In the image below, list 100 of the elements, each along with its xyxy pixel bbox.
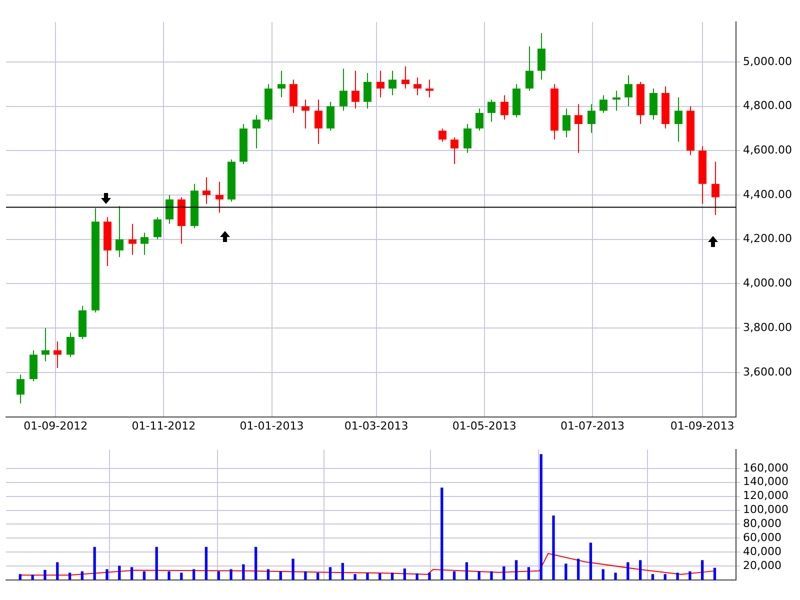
y-tick-label: 160,000: [743, 461, 788, 474]
candlestick: [526, 46, 534, 92]
y-tick-label: 3,600.00: [743, 365, 792, 378]
candlestick: [314, 99, 322, 144]
y-tick-label: 4,400.00: [743, 188, 792, 201]
bar: [614, 572, 617, 580]
bar: [217, 571, 220, 580]
bar: [242, 564, 245, 580]
bar: [354, 574, 356, 580]
bar: [130, 567, 134, 580]
bar: [93, 546, 96, 580]
bar: [18, 574, 22, 580]
bar: [390, 572, 394, 580]
bar: [478, 571, 480, 580]
bar: [428, 572, 431, 580]
candlestick: [216, 181, 224, 214]
candlestick: [302, 99, 310, 129]
bar: [502, 566, 506, 580]
y-tick-label: 4,600.00: [743, 144, 792, 156]
bar: [416, 573, 418, 580]
candlestick: [54, 340, 62, 369]
candlestick: [166, 194, 174, 224]
bar: [366, 572, 369, 580]
y-tick-label: 140,000: [743, 475, 788, 488]
bar: [576, 558, 580, 580]
bar: [403, 568, 406, 580]
candlestick: [290, 79, 298, 114]
bar: [192, 569, 196, 580]
bar: [328, 567, 332, 580]
y-tick-label: 4,800.00: [743, 99, 792, 112]
y-tick-label: 120,000: [743, 489, 788, 502]
y-tick-label: 60,000: [743, 531, 782, 544]
candlestick: [538, 32, 546, 80]
bar: [44, 570, 46, 580]
candlestick: [154, 216, 162, 240]
candlestick: [476, 108, 484, 132]
x-tick-label: 01-07-2013: [560, 419, 624, 432]
candlestick: [128, 223, 136, 256]
candlestick: [426, 79, 434, 98]
bar: [564, 564, 568, 580]
bar: [204, 546, 208, 580]
x-tick-label: 01-05-2013: [452, 419, 516, 432]
bar: [527, 567, 530, 580]
candlestick: [376, 70, 384, 98]
candlestick: [116, 206, 124, 258]
candlestick: [612, 90, 620, 112]
bar: [626, 562, 630, 580]
y-tick-label: 3,800.00: [743, 320, 792, 334]
candlestick: [414, 76, 422, 96]
candlestick: [202, 176, 210, 204]
candlestick: [674, 96, 682, 142]
bar: [602, 569, 604, 580]
bar: [664, 574, 666, 580]
bar: [465, 562, 468, 580]
x-tick-label: 01-01-2013: [240, 419, 304, 432]
x-tick-label: 01-09-2012: [24, 419, 88, 432]
y-tick-label: 4,000.00: [743, 276, 792, 290]
bar: [701, 560, 704, 580]
candlestick: [42, 328, 50, 362]
bar: [452, 571, 456, 580]
bar: [68, 572, 72, 580]
bar: [142, 571, 146, 580]
candlestick: [352, 70, 360, 109]
candlestick: [402, 66, 410, 90]
y-tick-label: 5,000.00: [743, 54, 792, 68]
x-tick-label: 01-09-2013: [670, 419, 734, 432]
candlestick: [438, 128, 446, 142]
x-tick-label: 01-03-2013: [344, 419, 408, 432]
y-tick-label: 100,000: [743, 503, 788, 516]
bar: [378, 573, 382, 580]
candlestick: [600, 94, 608, 114]
candlestick: [500, 94, 508, 120]
candlestick: [650, 88, 658, 120]
bar: [676, 572, 679, 580]
bar: [230, 569, 232, 580]
candlestick: [464, 124, 472, 154]
y-tick-label: 40,000: [743, 544, 782, 558]
bar: [292, 558, 294, 580]
x-tick-label: 01-11-2012: [132, 419, 196, 432]
bar: [589, 542, 592, 580]
candlestick: [252, 114, 260, 149]
bar: [118, 566, 121, 580]
candlestick: [66, 332, 74, 358]
bar: [279, 571, 282, 580]
candlestick: [278, 70, 286, 98]
bar: [688, 571, 692, 580]
bar: [155, 546, 158, 580]
bar: [440, 488, 444, 580]
bar: [180, 572, 183, 580]
y-tick-label: 20,000: [743, 558, 782, 572]
bar: [552, 516, 555, 580]
candlestick: [140, 232, 148, 256]
bar: [638, 560, 642, 580]
candlestick: [388, 70, 396, 96]
bar: [316, 572, 320, 580]
candlestick: [340, 68, 348, 112]
bar: [514, 560, 518, 580]
candlestick: [574, 104, 582, 154]
y-tick-label: 4,200.00: [743, 232, 792, 246]
candlestick: [326, 101, 334, 132]
